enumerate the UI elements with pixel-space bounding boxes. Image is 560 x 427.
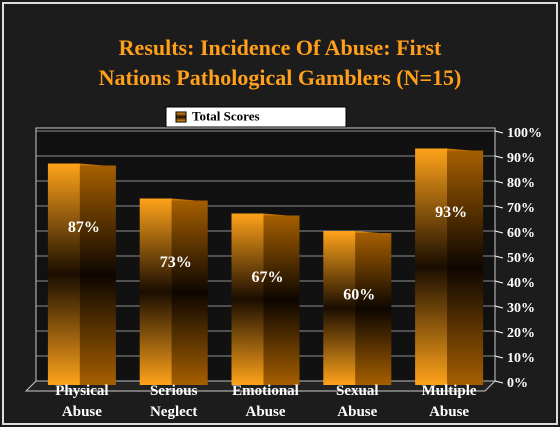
bar <box>323 231 356 385</box>
x-tick-label: Serious Neglect <box>150 383 198 420</box>
y-tick <box>494 180 504 184</box>
x-tick-label: Sexual Abuse <box>336 383 379 420</box>
y-tick <box>494 130 504 134</box>
value-label: 93% <box>435 204 467 221</box>
bar <box>231 213 264 385</box>
y-tick-label: 90% <box>507 151 535 166</box>
y-tick-label: 0% <box>507 376 528 391</box>
y-tick <box>494 305 504 309</box>
bar-side <box>355 233 392 385</box>
value-label: 60% <box>343 287 375 304</box>
legend-swatch <box>175 111 187 123</box>
bar-side <box>447 150 484 385</box>
bar <box>415 148 448 385</box>
value-label: 87% <box>68 219 100 236</box>
y-tick-label: 60% <box>507 226 535 241</box>
y-tick-label: 20% <box>507 326 535 341</box>
x-tick-label: Emotional Abuse <box>232 383 299 420</box>
chart-title: Nations Pathological Gamblers (N=15) <box>99 65 462 90</box>
y-tick-label: 40% <box>507 276 535 291</box>
value-label: 73% <box>160 254 192 271</box>
bar <box>139 198 172 385</box>
x-tick-label: Physical Abuse <box>55 383 108 420</box>
y-tick <box>494 205 504 209</box>
y-tick-label: 10% <box>507 351 535 366</box>
y-tick <box>494 255 504 259</box>
y-tick-label: 30% <box>507 301 535 316</box>
bar <box>47 163 80 385</box>
y-tick-label: 70% <box>507 201 535 216</box>
bar-side <box>79 165 116 385</box>
y-tick-label: 80% <box>507 176 535 191</box>
y-tick <box>494 155 504 159</box>
legend <box>165 106 347 128</box>
y-tick <box>494 280 504 284</box>
y-tick <box>494 330 504 334</box>
y-tick-label: 100% <box>507 126 542 141</box>
value-label: 67% <box>252 269 284 286</box>
x-tick-label: Multiple Abuse <box>422 383 477 420</box>
y-tick <box>494 230 504 234</box>
y-tick <box>494 380 504 384</box>
y-tick-label: 50% <box>507 251 535 266</box>
y-tick <box>494 355 504 359</box>
chart-title: Results: Incidence Of Abuse: First <box>119 35 442 60</box>
bar-side <box>171 200 208 385</box>
bar-side <box>263 215 300 385</box>
legend-label: Total Scores <box>192 108 260 123</box>
